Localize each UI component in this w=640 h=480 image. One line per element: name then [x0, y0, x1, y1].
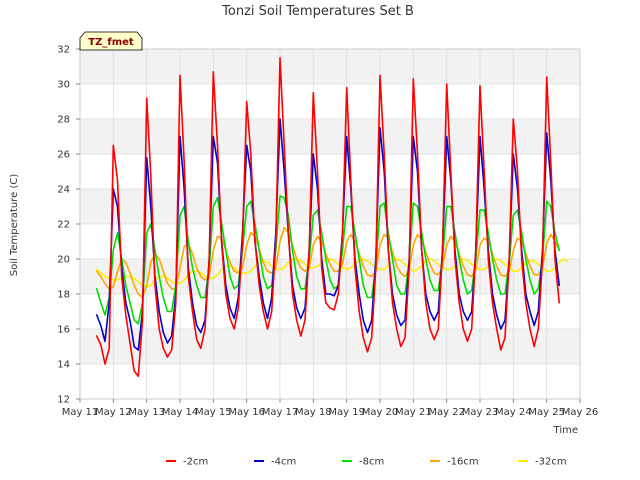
plot-band	[80, 84, 580, 119]
series-line-minus-2cm	[95, 56, 561, 378]
x-tick-label: May 12	[95, 407, 132, 418]
legend-label: -4cm	[271, 457, 296, 468]
x-tick-label: May 22	[428, 407, 465, 418]
plot-band	[80, 154, 580, 189]
y-tick-label: 14	[57, 360, 70, 371]
plot-band	[80, 189, 580, 224]
y-tick-label: 26	[57, 150, 70, 161]
x-tick-label: May 15	[195, 407, 232, 418]
x-tick-label: May 26	[562, 407, 599, 418]
legend: -2cm -4cm -8cm -16cm -32cm	[166, 457, 567, 468]
legend-label: -16cm	[447, 457, 479, 468]
legend-label: -2cm	[183, 457, 208, 468]
y-tick-label: 12	[57, 395, 70, 406]
series-lines	[95, 56, 569, 378]
x-axis-label: Time	[553, 425, 578, 436]
y-tick-label: 20	[57, 255, 70, 266]
plot-band	[80, 364, 580, 399]
x-tick-label: May 25	[528, 407, 565, 418]
series-line-minus-16cm	[95, 226, 561, 299]
y-tick-label: 24	[57, 185, 70, 196]
x-tick-label: May 17	[262, 407, 299, 418]
y-tick-label: 28	[57, 115, 70, 126]
x-tick-label: May 24	[495, 407, 532, 418]
x-tick-label: May 11	[62, 407, 99, 418]
x-tick-label: May 18	[295, 407, 332, 418]
y-tick-label: 32	[57, 45, 70, 56]
station-badge: TZ_fmet	[79, 31, 143, 51]
y-tick-label: 22	[57, 220, 70, 231]
plot-band	[80, 224, 580, 259]
y-tick-label: 30	[57, 80, 70, 91]
y-axis-ticks: 12 14 16 18 20 22 24 26 28 30 32	[57, 45, 80, 406]
x-tick-label: May 23	[462, 407, 499, 418]
x-tick-label: May 19	[328, 407, 365, 418]
y-axis-label: Soil Temperature (C)	[9, 174, 20, 277]
chart-title: Tonzi Soil Temperatures Set B	[221, 4, 414, 19]
plot-band	[80, 119, 580, 154]
y-tick-label: 18	[57, 290, 70, 301]
y-tick-label: 16	[57, 325, 70, 336]
x-tick-label: May 20	[362, 407, 399, 418]
x-tick-label: May 13	[128, 407, 165, 418]
station-badge-shape	[79, 31, 143, 51]
series-line-minus-8cm	[95, 195, 561, 325]
legend-label: -32cm	[535, 457, 567, 468]
station-badge-label: TZ_fmet	[88, 37, 134, 48]
x-tick-label: May 21	[395, 407, 432, 418]
plot-band	[80, 49, 580, 84]
series-line-minus-4cm	[95, 118, 561, 351]
legend-label: -8cm	[359, 457, 384, 468]
x-tick-label: May 16	[228, 407, 265, 418]
x-tick-label: May 14	[162, 407, 199, 418]
